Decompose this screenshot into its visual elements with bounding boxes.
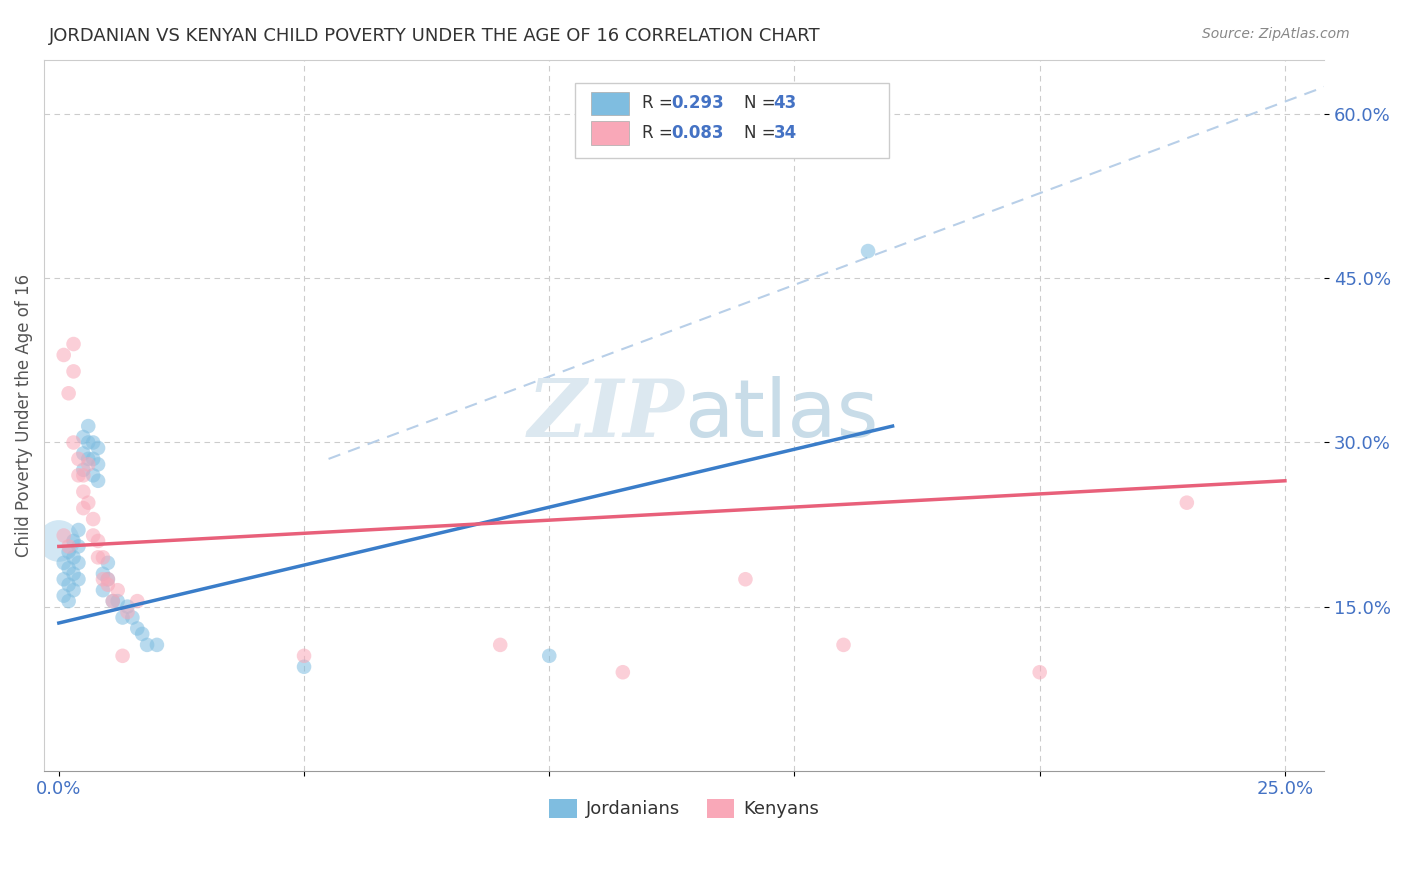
Text: N =: N =: [744, 124, 782, 142]
Kenyans: [72, 468, 94, 483]
Jordanians: [72, 463, 94, 477]
Jordanians: [117, 599, 139, 614]
Jordanians: [77, 451, 100, 466]
Jordanians: [292, 659, 315, 673]
Jordanians: [58, 578, 80, 592]
Jordanians: [58, 594, 80, 608]
Kenyans: [91, 550, 114, 565]
Point: [48, 533, 70, 548]
Jordanians: [62, 550, 84, 565]
Kenyans: [62, 364, 84, 378]
Kenyans: [58, 540, 80, 554]
Kenyans: [1028, 665, 1050, 680]
Text: R =: R =: [643, 95, 678, 112]
Jordanians: [52, 589, 75, 603]
Jordanians: [52, 556, 75, 570]
Jordanians: [67, 556, 90, 570]
Kenyans: [72, 484, 94, 499]
Kenyans: [734, 572, 756, 586]
FancyBboxPatch shape: [591, 121, 628, 145]
Jordanians: [77, 419, 100, 434]
Jordanians: [127, 622, 149, 636]
FancyBboxPatch shape: [575, 83, 889, 158]
Kenyans: [97, 572, 120, 586]
Jordanians: [91, 583, 114, 598]
Kenyans: [82, 528, 104, 542]
Jordanians: [58, 561, 80, 575]
Text: 0.083: 0.083: [671, 124, 724, 142]
Kenyans: [292, 648, 315, 663]
Jordanians: [91, 566, 114, 581]
Jordanians: [62, 533, 84, 548]
Text: atlas: atlas: [685, 376, 879, 454]
Kenyans: [612, 665, 634, 680]
Kenyans: [52, 348, 75, 362]
Kenyans: [1175, 496, 1198, 510]
Kenyans: [489, 638, 512, 652]
Kenyans: [87, 533, 110, 548]
Kenyans: [117, 605, 139, 619]
Jordanians: [97, 556, 120, 570]
Jordanians: [67, 523, 90, 537]
Jordanians: [87, 441, 110, 455]
Jordanians: [856, 244, 879, 258]
Text: 34: 34: [773, 124, 797, 142]
Kenyans: [52, 528, 75, 542]
Text: ZIP: ZIP: [527, 376, 685, 454]
Kenyans: [67, 468, 90, 483]
Jordanians: [97, 572, 120, 586]
Kenyans: [127, 594, 149, 608]
Jordanians: [87, 458, 110, 472]
Y-axis label: Child Poverty Under the Age of 16: Child Poverty Under the Age of 16: [15, 274, 32, 557]
Jordanians: [72, 430, 94, 444]
Kenyans: [91, 572, 114, 586]
Jordanians: [107, 594, 129, 608]
Jordanians: [58, 545, 80, 559]
Text: 43: 43: [773, 95, 797, 112]
Jordanians: [82, 435, 104, 450]
Jordanians: [52, 572, 75, 586]
Kenyans: [87, 550, 110, 565]
Kenyans: [77, 458, 100, 472]
Text: N =: N =: [744, 95, 782, 112]
Text: JORDANIAN VS KENYAN CHILD POVERTY UNDER THE AGE OF 16 CORRELATION CHART: JORDANIAN VS KENYAN CHILD POVERTY UNDER …: [49, 27, 821, 45]
Kenyans: [107, 583, 129, 598]
Jordanians: [72, 446, 94, 460]
Kenyans: [62, 337, 84, 351]
Jordanians: [62, 566, 84, 581]
Jordanians: [67, 572, 90, 586]
Jordanians: [87, 474, 110, 488]
Text: Source: ZipAtlas.com: Source: ZipAtlas.com: [1202, 27, 1350, 41]
Jordanians: [111, 610, 134, 624]
Jordanians: [101, 594, 124, 608]
Kenyans: [832, 638, 855, 652]
Jordanians: [67, 540, 90, 554]
Text: R =: R =: [643, 124, 678, 142]
Kenyans: [101, 594, 124, 608]
Jordanians: [121, 610, 143, 624]
Kenyans: [72, 501, 94, 516]
Jordanians: [77, 435, 100, 450]
Kenyans: [111, 648, 134, 663]
Legend: Jordanians, Kenyans: Jordanians, Kenyans: [543, 792, 827, 826]
Jordanians: [538, 648, 561, 663]
Jordanians: [146, 638, 169, 652]
Kenyans: [97, 578, 120, 592]
Jordanians: [136, 638, 159, 652]
Jordanians: [82, 468, 104, 483]
Text: 0.293: 0.293: [671, 95, 724, 112]
Kenyans: [67, 451, 90, 466]
Jordanians: [82, 451, 104, 466]
Kenyans: [77, 496, 100, 510]
Jordanians: [131, 627, 153, 641]
Jordanians: [62, 583, 84, 598]
Kenyans: [82, 512, 104, 526]
FancyBboxPatch shape: [591, 92, 628, 115]
Kenyans: [58, 386, 80, 401]
Kenyans: [62, 435, 84, 450]
